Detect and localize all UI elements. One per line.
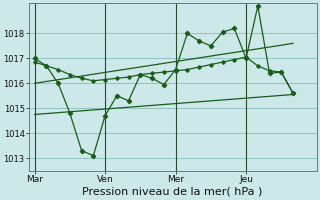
X-axis label: Pression niveau de la mer( hPa ): Pression niveau de la mer( hPa ) <box>83 187 263 197</box>
